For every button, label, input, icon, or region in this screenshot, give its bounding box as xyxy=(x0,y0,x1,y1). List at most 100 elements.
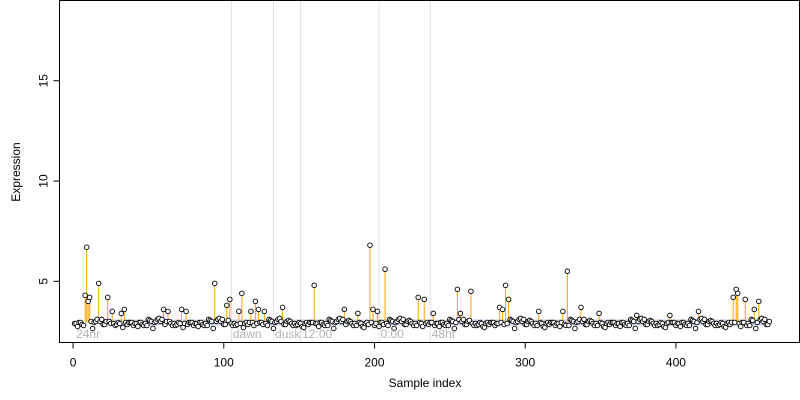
data-point xyxy=(382,266,388,273)
data-point xyxy=(255,306,262,313)
data-point xyxy=(159,316,165,323)
data-point xyxy=(331,325,337,332)
data-point xyxy=(120,324,126,331)
data-point xyxy=(178,306,185,313)
data-point xyxy=(109,308,115,315)
data-point xyxy=(264,322,271,329)
data-point xyxy=(204,322,210,329)
data-point xyxy=(236,308,242,315)
data-point xyxy=(686,322,693,329)
data-point xyxy=(355,310,361,317)
data-point xyxy=(118,310,125,317)
data-point xyxy=(581,316,587,323)
data-point xyxy=(224,302,230,309)
data-point xyxy=(445,322,452,329)
data-point xyxy=(86,294,93,301)
data-point xyxy=(731,319,738,326)
data-point xyxy=(144,322,150,329)
data-point xyxy=(211,280,218,287)
data-point xyxy=(762,316,768,323)
y-tick-label: 5 xyxy=(37,278,51,285)
x-axis: 0 100 200 300 400 xyxy=(70,342,686,370)
data-point xyxy=(261,308,268,315)
data-point xyxy=(237,320,244,327)
data-point xyxy=(564,268,571,275)
data-point xyxy=(279,304,286,311)
data-point xyxy=(566,322,572,329)
data-point xyxy=(454,286,461,293)
data-point xyxy=(695,308,702,315)
data-point xyxy=(596,310,602,317)
data-point xyxy=(468,288,474,295)
data-point xyxy=(430,310,437,317)
data-point xyxy=(747,322,753,329)
data-point xyxy=(560,308,566,315)
data-point xyxy=(505,296,512,303)
data-point xyxy=(208,318,215,325)
data-point xyxy=(160,306,167,313)
data-point xyxy=(641,316,648,323)
data-point xyxy=(504,320,510,327)
data-point xyxy=(750,317,756,324)
data-point xyxy=(499,306,506,313)
data-point xyxy=(252,298,259,305)
data-point xyxy=(502,282,509,289)
x-tick-label: 100 xyxy=(214,356,234,370)
data-point xyxy=(177,320,183,327)
data-point xyxy=(742,296,748,303)
region-label: 12:00 xyxy=(302,327,332,341)
data-point xyxy=(83,244,90,250)
data-point xyxy=(734,290,741,297)
data-point xyxy=(572,325,578,332)
data-point xyxy=(165,308,171,315)
data-point xyxy=(391,325,397,332)
data-point xyxy=(270,325,277,332)
data-point xyxy=(701,316,708,323)
data-point xyxy=(626,322,632,329)
data-point xyxy=(80,322,87,329)
data-point xyxy=(370,306,376,313)
data-point xyxy=(632,325,638,332)
data-point xyxy=(385,322,391,329)
data-point xyxy=(311,282,317,289)
region-label: dawn xyxy=(233,327,262,341)
data-point xyxy=(227,296,233,303)
y-axis: 5 10 15 xyxy=(37,74,60,285)
data-point xyxy=(451,325,458,332)
data-point xyxy=(756,298,762,305)
data-point xyxy=(520,316,527,323)
data-point xyxy=(692,325,699,332)
data-point xyxy=(150,325,156,332)
data-point xyxy=(630,318,637,325)
region-label: 0:00 xyxy=(381,327,405,341)
data-point xyxy=(248,308,254,315)
data-point xyxy=(667,312,673,319)
data-point xyxy=(511,325,518,332)
data-point xyxy=(730,294,736,301)
data-point xyxy=(95,280,102,287)
data-point xyxy=(421,296,427,303)
data-point xyxy=(117,320,123,327)
data-point xyxy=(239,290,245,297)
y-tick-label: 15 xyxy=(37,74,51,88)
data-point xyxy=(753,325,759,332)
region-labels: 24hr dawn dusk 12:00 0:00 48hr xyxy=(76,327,456,341)
region-label: 24hr xyxy=(76,327,100,341)
data-point xyxy=(219,316,226,323)
data-point xyxy=(374,308,381,315)
y-tick-label: 10 xyxy=(37,174,51,188)
data-point xyxy=(457,310,464,317)
data-point xyxy=(367,242,373,248)
peak-stems xyxy=(84,245,760,323)
data-point xyxy=(222,321,229,328)
data-point xyxy=(766,318,773,325)
x-tick-label: 400 xyxy=(666,356,686,370)
data-point xyxy=(536,308,542,315)
data-point xyxy=(341,306,348,313)
x-tick-label: 300 xyxy=(515,356,535,370)
data-point xyxy=(121,306,128,313)
region-dividers xyxy=(230,0,431,343)
x-tick-label: 200 xyxy=(364,356,384,370)
data-point xyxy=(578,304,584,311)
